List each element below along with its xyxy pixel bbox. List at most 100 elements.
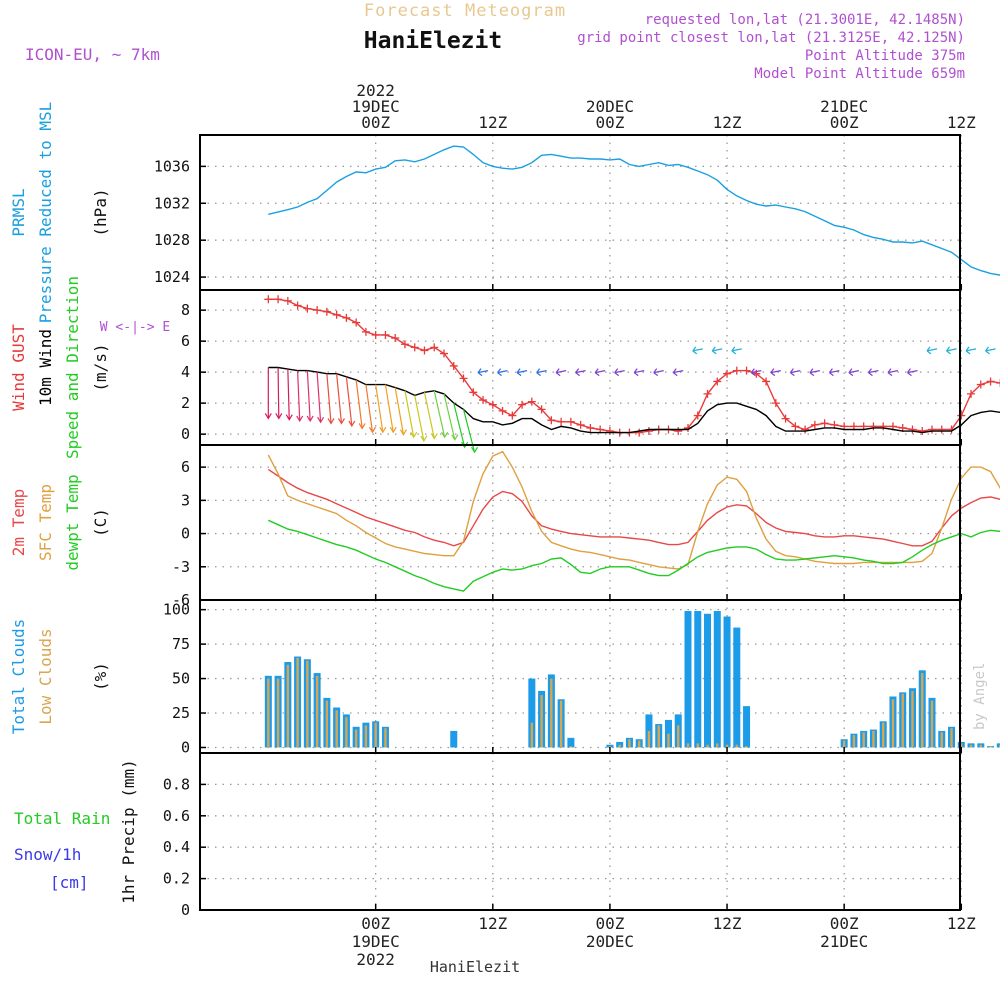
time-tick-label: 12Z xyxy=(478,914,507,933)
panel-label: dewpt Temp xyxy=(63,474,82,570)
wind-arrow xyxy=(306,415,314,423)
panel-clouds: 0 25 50 75 100 Total Clouds Low Clouds (%) xyxy=(9,599,1000,756)
cloud-bar-low xyxy=(364,725,368,748)
wind-arrow xyxy=(750,368,762,377)
cloud-bar-low xyxy=(530,722,534,748)
wind-arrow xyxy=(389,426,397,434)
wind-arrow xyxy=(453,403,466,448)
cloud-bar-low xyxy=(325,700,329,748)
gust-marker xyxy=(371,330,380,339)
time-tick-label: 2022 xyxy=(356,950,395,969)
wind-arrow xyxy=(306,370,311,421)
cloud-bar-low xyxy=(969,744,973,748)
gust-marker xyxy=(820,419,829,428)
cloud-bar-low xyxy=(374,722,377,748)
time-tick-label: 2022 xyxy=(356,81,395,100)
cloud-bar-low xyxy=(335,710,338,748)
wind-arrow xyxy=(433,390,446,438)
time-tick-label: 12Z xyxy=(478,113,507,132)
gust-marker xyxy=(440,349,448,358)
gust-marker xyxy=(908,425,917,434)
time-tick-label: 20DEC xyxy=(586,932,634,951)
gust-marker xyxy=(957,411,966,420)
panel-label: Speed and Direction xyxy=(63,276,82,459)
gust-marker xyxy=(547,416,556,425)
cloud-bar-low xyxy=(608,746,612,748)
y-tick-label: 100 xyxy=(163,601,190,619)
wind-arrow xyxy=(423,392,435,439)
wind-arrow xyxy=(828,368,840,377)
wind-arrow xyxy=(516,368,528,377)
gust-marker xyxy=(810,420,819,429)
wind-arrow xyxy=(985,346,996,355)
y-tick-label: 50 xyxy=(172,670,190,688)
wind-arrow xyxy=(965,346,977,355)
gust-marker xyxy=(586,423,595,432)
gust-marker xyxy=(381,330,390,339)
cloud-bar-low xyxy=(276,678,280,748)
wind-arrow xyxy=(327,418,335,425)
cloud-bar-low xyxy=(667,733,670,748)
cloud-bar-low xyxy=(550,678,553,748)
y-tick-label: 1036 xyxy=(154,157,190,175)
cloud-bar-low xyxy=(540,695,543,748)
panel-wind: 0 2 4 6 8 Wind GUST 10m Wind Speed and Directio… xyxy=(9,276,1000,459)
wind-arrow xyxy=(297,370,301,421)
cloud-bar-low xyxy=(891,699,895,748)
wind-arrow xyxy=(287,369,290,420)
cloud-bar-total xyxy=(996,743,1000,748)
panel-frame xyxy=(199,444,961,601)
time-tick-label: 00Z xyxy=(595,113,624,132)
wind-arrow xyxy=(907,368,918,377)
wind-arrow xyxy=(731,346,742,355)
panel-label: PRMSL xyxy=(9,188,28,236)
gust-marker xyxy=(976,380,985,389)
gust-marker xyxy=(313,306,322,315)
wind-arrow xyxy=(430,433,438,440)
series-line xyxy=(267,468,1000,547)
gust-marker xyxy=(791,422,800,431)
gridpoint-coords: grid point closest lon,lat (21.3125E, 42… xyxy=(577,30,965,46)
cloud-bar-low xyxy=(559,700,563,748)
gust-marker xyxy=(293,301,302,310)
gust-marker xyxy=(283,296,292,305)
panel-label: Pressure Reduced to MSL xyxy=(36,102,55,324)
time-tick-label: 21DEC xyxy=(820,932,868,951)
wind-arrow xyxy=(348,420,356,428)
wind-arrow xyxy=(594,368,606,377)
y-tick-label: 6 xyxy=(181,458,190,476)
cloud-bar-low xyxy=(345,717,348,748)
watermark: by Angel xyxy=(972,663,988,730)
cloud-bar-low xyxy=(725,744,729,748)
gust-marker xyxy=(644,427,653,436)
wind-arrow xyxy=(277,367,280,419)
gust-marker xyxy=(264,295,273,304)
cloud-bar-low xyxy=(930,700,934,748)
panel-label: 2m Temp xyxy=(9,489,28,556)
gust-marker xyxy=(771,399,780,408)
gust-marker xyxy=(762,377,771,386)
cloud-bar-low xyxy=(745,746,748,748)
gust-marker xyxy=(635,428,644,437)
y-tick-label: 8 xyxy=(181,301,190,319)
panel-label: SFC Temp xyxy=(36,484,55,561)
wind-arrow xyxy=(345,376,353,426)
gust-marker xyxy=(918,427,927,436)
series-line xyxy=(267,450,1000,570)
gust-marker xyxy=(723,369,732,378)
cloud-bar-low xyxy=(306,660,309,748)
cloud-bar-low xyxy=(686,743,690,748)
panels: 1024 1028 1032 1036 PRMSL Pressure Reduced to… xyxy=(9,102,1000,919)
wind-arrow xyxy=(926,346,938,355)
gust-marker xyxy=(742,366,751,375)
cloud-bar-total xyxy=(743,706,751,748)
cloud-bar-low xyxy=(862,732,865,748)
gust-marker xyxy=(391,334,400,343)
footer-credit: HaniElezit xyxy=(430,958,520,976)
cloud-bar-total xyxy=(713,611,721,748)
cloud-bar-low xyxy=(267,678,270,748)
wind-arrow xyxy=(946,346,957,355)
cloud-bar-low xyxy=(735,744,738,748)
gust-marker xyxy=(508,411,517,420)
